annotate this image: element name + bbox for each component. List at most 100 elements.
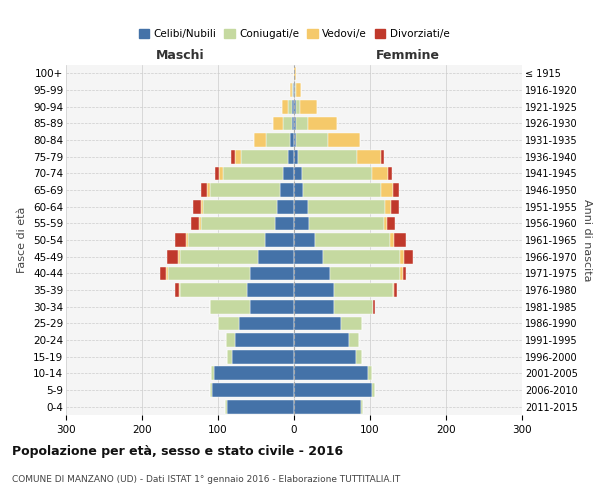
Bar — [292, 100, 294, 114]
Bar — [356, 350, 362, 364]
Bar — [273, 116, 283, 130]
Bar — [294, 100, 296, 114]
Bar — [388, 166, 392, 180]
Bar — [180, 283, 247, 297]
Bar — [308, 116, 337, 130]
Bar — [247, 283, 294, 297]
Bar — [388, 216, 395, 230]
Bar — [203, 200, 277, 213]
Bar — [214, 366, 294, 380]
Bar — [288, 100, 292, 114]
Bar — [239, 316, 294, 330]
Bar — [227, 350, 232, 364]
Bar — [211, 366, 214, 380]
Bar — [294, 216, 309, 230]
Bar — [308, 200, 385, 213]
Bar — [331, 266, 400, 280]
Bar — [294, 250, 323, 264]
Bar — [303, 183, 380, 197]
Bar — [292, 83, 293, 97]
Bar — [323, 250, 400, 264]
Bar — [296, 100, 300, 114]
Bar — [277, 200, 294, 213]
Bar — [294, 133, 296, 147]
Bar — [257, 250, 294, 264]
Bar — [235, 333, 294, 347]
Bar — [215, 166, 219, 180]
Bar — [298, 150, 357, 164]
Bar — [294, 333, 349, 347]
Bar — [294, 233, 315, 247]
Bar — [206, 183, 211, 197]
Bar — [296, 116, 308, 130]
Bar — [372, 383, 374, 397]
Bar — [294, 116, 296, 130]
Bar — [179, 283, 180, 297]
Bar — [227, 400, 294, 413]
Bar — [390, 233, 394, 247]
Bar — [283, 166, 294, 180]
Bar — [294, 150, 298, 164]
Bar — [294, 183, 303, 197]
Bar — [265, 233, 294, 247]
Text: Femmine: Femmine — [376, 48, 440, 62]
Bar — [282, 100, 288, 114]
Bar — [294, 400, 361, 413]
Bar — [219, 166, 223, 180]
Bar — [385, 200, 391, 213]
Bar — [193, 200, 200, 213]
Bar — [186, 233, 188, 247]
Bar — [180, 250, 257, 264]
Bar — [349, 333, 359, 347]
Bar — [232, 350, 294, 364]
Bar — [254, 133, 266, 147]
Bar — [309, 216, 383, 230]
Bar — [334, 300, 373, 314]
Text: Popolazione per età, sesso e stato civile - 2016: Popolazione per età, sesso e stato civil… — [12, 445, 343, 458]
Bar — [294, 383, 372, 397]
Bar — [175, 233, 186, 247]
Bar — [400, 250, 404, 264]
Bar — [218, 316, 239, 330]
Bar — [178, 250, 180, 264]
Bar — [294, 166, 302, 180]
Bar — [294, 283, 334, 297]
Bar — [294, 83, 295, 97]
Bar — [211, 300, 250, 314]
Bar — [288, 150, 294, 164]
Bar — [199, 216, 200, 230]
Bar — [403, 266, 406, 280]
Bar — [394, 233, 406, 247]
Bar — [294, 266, 331, 280]
Bar — [380, 183, 393, 197]
Bar — [250, 266, 294, 280]
Bar — [294, 366, 368, 380]
Bar — [235, 150, 241, 164]
Bar — [292, 116, 294, 130]
Bar — [294, 316, 341, 330]
Y-axis label: Fasce di età: Fasce di età — [17, 207, 28, 273]
Bar — [200, 200, 203, 213]
Bar — [373, 300, 374, 314]
Bar — [302, 166, 371, 180]
Bar — [393, 283, 394, 297]
Bar — [296, 133, 328, 147]
Bar — [328, 133, 360, 147]
Bar — [400, 266, 403, 280]
Bar — [394, 283, 397, 297]
Bar — [212, 383, 294, 397]
Bar — [211, 183, 280, 197]
Bar — [290, 83, 292, 97]
Bar — [315, 233, 390, 247]
Bar — [404, 250, 413, 264]
Bar — [383, 216, 388, 230]
Bar — [371, 166, 388, 180]
Bar — [225, 400, 227, 413]
Bar — [382, 150, 383, 164]
Bar — [166, 266, 168, 280]
Bar — [361, 400, 363, 413]
Text: Maschi: Maschi — [155, 48, 205, 62]
Bar — [293, 83, 294, 97]
Bar — [294, 66, 296, 80]
Bar — [341, 316, 362, 330]
